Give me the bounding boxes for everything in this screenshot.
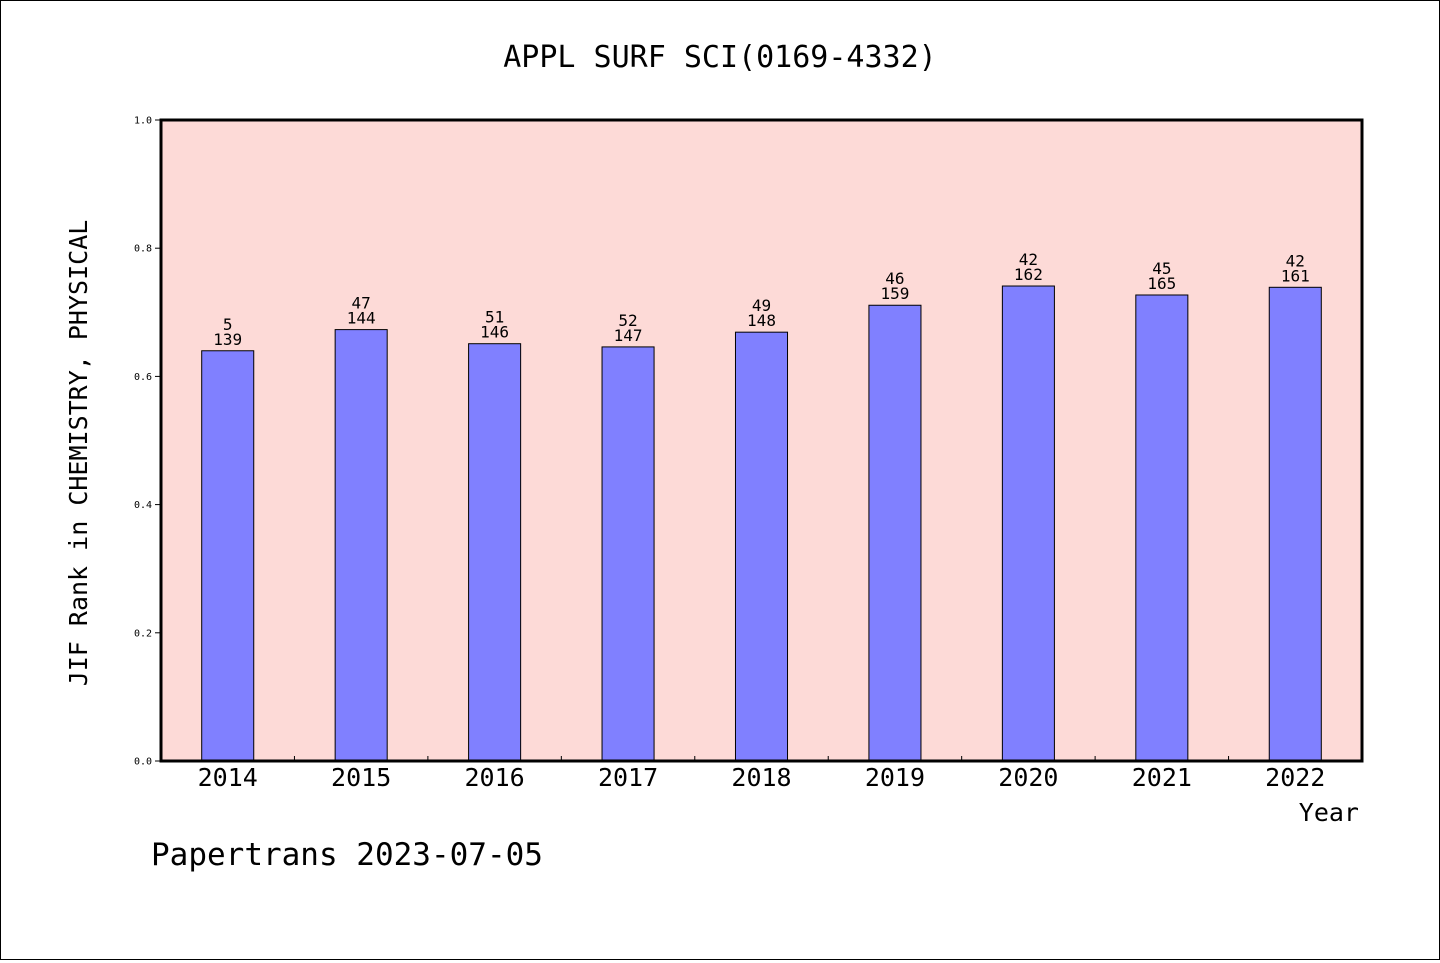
- rank-label: 45: [1152, 259, 1171, 278]
- total-label: 139: [213, 330, 242, 349]
- x-tick-label: 2020: [998, 763, 1058, 792]
- plot-border: [159, 118, 1364, 763]
- y-tick-label: 0.0: [134, 757, 152, 768]
- total-label: 159: [880, 284, 909, 303]
- x-tick-label: 2019: [865, 763, 925, 792]
- x-axis: 2014 2015 2016 2017 2018 2019 2020 2021 2022: [198, 756, 1325, 792]
- x-tick-label: 2016: [465, 763, 525, 792]
- bar-2022: [1268, 286, 1322, 762]
- rank-label: 42: [1019, 250, 1038, 269]
- bar-2016: [468, 343, 522, 762]
- total-label: 144: [347, 309, 376, 328]
- bar-2015: [334, 329, 388, 762]
- x-tick-label: 2015: [331, 763, 391, 792]
- bar-2014: [201, 350, 255, 762]
- x-tick-label: 2018: [731, 763, 791, 792]
- total-label: 146: [480, 323, 509, 342]
- chart-title: APPL SURF SCI(0169-4332): [503, 40, 936, 75]
- rank-label: 52: [618, 311, 637, 330]
- x-axis-label: Year: [1299, 798, 1359, 827]
- total-label: 161: [1281, 266, 1310, 285]
- bar-2020: [1001, 285, 1055, 762]
- total-label: 148: [747, 311, 776, 330]
- x-tick-label: 2017: [598, 763, 658, 792]
- rank-label: 5: [223, 315, 233, 334]
- y-tick-label: 0.6: [134, 372, 152, 383]
- bars: [201, 285, 1322, 762]
- footer-stamp: Papertrans 2023-07-05: [151, 837, 543, 873]
- x-tick-label: 2014: [198, 763, 258, 792]
- rank-label: 46: [885, 269, 904, 288]
- x-tick-label: 2021: [1132, 763, 1192, 792]
- rank-label: 47: [352, 294, 371, 313]
- y-tick-label: 0.4: [134, 500, 152, 511]
- y-tick-label: 0.2: [134, 628, 152, 639]
- y-axis: 0.0 0.2 0.4 0.6 0.8 1.0: [134, 116, 161, 768]
- bar-2019: [868, 304, 922, 762]
- bar-2017: [601, 346, 655, 762]
- x-tick-label: 2022: [1265, 763, 1325, 792]
- total-label: 147: [614, 326, 643, 345]
- bar-2021: [1135, 294, 1189, 762]
- y-tick-label: 0.8: [134, 244, 152, 255]
- rank-label: 51: [485, 308, 504, 327]
- total-label: 165: [1147, 274, 1176, 293]
- rank-label: 49: [752, 296, 771, 315]
- y-tick-label: 1.0: [134, 116, 152, 127]
- rank-label: 42: [1286, 251, 1305, 270]
- y-axis-label: JIF Rank in CHEMISTRY, PHYSICAL: [64, 220, 93, 687]
- bar-2018: [734, 331, 789, 762]
- total-label: 162: [1014, 265, 1043, 284]
